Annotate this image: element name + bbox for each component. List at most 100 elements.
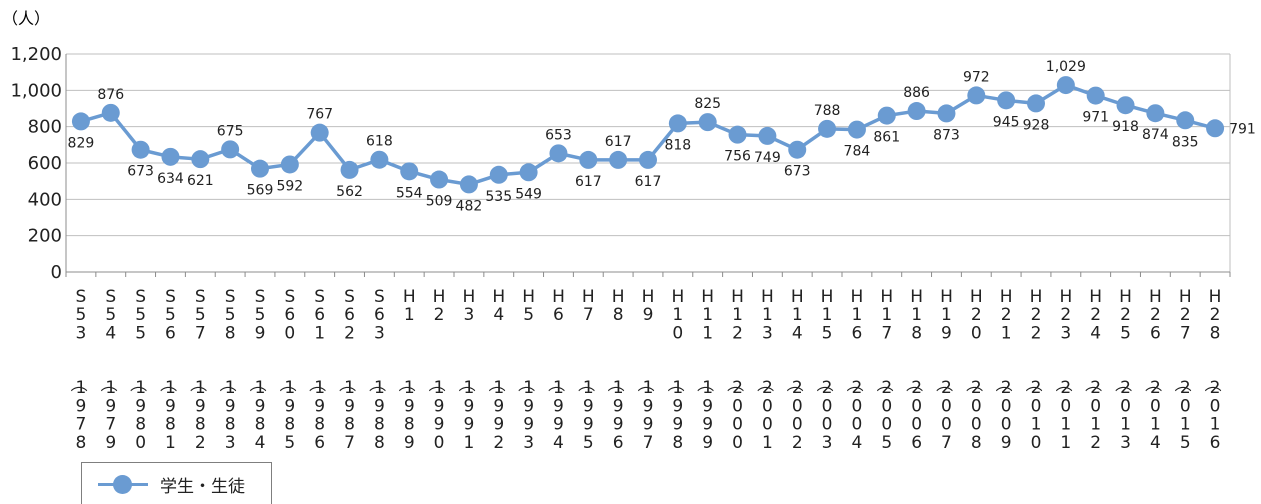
data-point	[1027, 94, 1045, 113]
data-point	[728, 125, 747, 144]
data-point	[370, 150, 389, 169]
data-label: 873	[933, 127, 960, 143]
legend-label: 学生・生徒	[160, 477, 245, 497]
data-point	[818, 119, 837, 138]
data-label: 634	[157, 171, 184, 187]
data-label: 945	[993, 114, 1020, 130]
data-point	[131, 140, 150, 159]
data-label: 675	[217, 123, 244, 139]
y-unit-label: （人）	[2, 9, 50, 28]
data-label: 756	[724, 149, 751, 165]
data-point	[71, 112, 90, 131]
y-tick-label: 200	[28, 226, 62, 247]
data-label: 928	[1023, 117, 1050, 133]
data-label: 673	[784, 164, 811, 180]
legend-marker-swatch	[113, 475, 132, 494]
y-tick-label: 800	[28, 117, 62, 138]
data-point	[459, 175, 478, 194]
data-label: 788	[814, 103, 841, 119]
data-label: 549	[515, 186, 542, 202]
axes	[65, 54, 1231, 277]
data-label: 876	[97, 87, 124, 103]
data-point	[668, 114, 687, 133]
data-label: 509	[426, 194, 453, 210]
data-label: 569	[247, 183, 274, 199]
data-point	[519, 163, 538, 182]
data-point	[847, 120, 866, 139]
data-label: 1,029	[1046, 59, 1086, 75]
data-label: 554	[396, 185, 423, 201]
data-point	[280, 155, 299, 174]
y-tick-label: 0	[51, 262, 62, 283]
data-point	[698, 113, 717, 132]
data-label: 818	[664, 137, 691, 153]
data-point	[1176, 111, 1195, 130]
data-label: 784	[844, 144, 871, 160]
data-label: 825	[694, 96, 721, 112]
data-label: 482	[456, 198, 483, 214]
data-point	[907, 102, 926, 121]
y-tick-label: 1,000	[10, 80, 62, 101]
data-point	[340, 160, 359, 179]
data-point	[1056, 76, 1075, 95]
data-point	[430, 170, 449, 189]
data-label: 835	[1172, 134, 1199, 150]
data-label: 749	[754, 150, 781, 166]
data-point	[161, 147, 180, 166]
data-label: 861	[873, 130, 900, 146]
data-label: 971	[1082, 110, 1109, 126]
data-label: 562	[336, 184, 363, 200]
data-point	[1146, 104, 1165, 123]
data-point	[191, 150, 210, 169]
data-point	[1206, 119, 1225, 138]
data-label: 767	[306, 107, 333, 123]
data-point	[967, 86, 986, 105]
data-label: 673	[127, 164, 154, 180]
data-label: 829	[68, 135, 95, 151]
data-point	[1116, 96, 1135, 115]
data-label: 592	[276, 178, 303, 194]
data-label: 617	[605, 134, 632, 150]
data-point	[788, 140, 807, 159]
data-label: 791	[1229, 121, 1256, 137]
data-label: 535	[485, 189, 512, 205]
data-label: 886	[903, 85, 930, 101]
data-label: 621	[187, 173, 214, 189]
data-point	[489, 165, 508, 184]
data-label: 617	[575, 174, 602, 190]
data-point	[400, 162, 419, 181]
data-point	[639, 150, 657, 169]
y-tick-label: 1,200	[10, 44, 62, 65]
data-point	[758, 126, 777, 145]
data-point	[609, 150, 628, 169]
data-point	[251, 159, 269, 178]
y-tick-labels: 0 200 400 600 800 1,000 1,200	[10, 44, 62, 283]
